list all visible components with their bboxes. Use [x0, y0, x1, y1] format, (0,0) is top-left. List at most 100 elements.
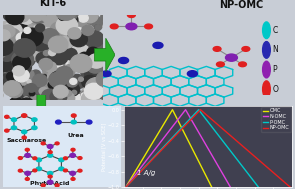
Circle shape [58, 41, 70, 51]
Circle shape [41, 142, 45, 145]
OMC [210, 186, 214, 188]
Circle shape [35, 34, 45, 43]
OMC [143, 155, 146, 157]
NP-OMC [124, 186, 127, 188]
Circle shape [93, 88, 99, 93]
P-OMC [204, 117, 207, 120]
Circle shape [68, 31, 75, 37]
Circle shape [68, 28, 81, 39]
Circle shape [47, 180, 53, 184]
Circle shape [9, 17, 14, 21]
Circle shape [87, 89, 107, 107]
Circle shape [50, 22, 67, 36]
Circle shape [58, 89, 72, 100]
Circle shape [22, 28, 43, 46]
Circle shape [17, 13, 26, 21]
Circle shape [87, 59, 104, 73]
Circle shape [75, 12, 82, 18]
Circle shape [263, 61, 270, 78]
Circle shape [32, 118, 37, 122]
Circle shape [26, 30, 45, 46]
Circle shape [81, 45, 94, 55]
Circle shape [263, 42, 270, 58]
Circle shape [30, 32, 37, 38]
Circle shape [58, 74, 76, 90]
Circle shape [95, 25, 101, 30]
Circle shape [61, 93, 75, 104]
Circle shape [8, 56, 18, 65]
Circle shape [42, 64, 53, 73]
Circle shape [82, 75, 98, 89]
OMC [151, 142, 154, 144]
Text: KIT-6: KIT-6 [40, 0, 67, 8]
NP-OMC [226, 132, 230, 134]
Circle shape [50, 20, 71, 38]
Circle shape [8, 43, 14, 48]
Circle shape [81, 88, 96, 100]
Y-axis label: Potential [V vs SCE]: Potential [V vs SCE] [101, 122, 106, 171]
Circle shape [20, 74, 35, 86]
Circle shape [71, 178, 75, 180]
Circle shape [102, 71, 111, 77]
Circle shape [213, 47, 221, 51]
Circle shape [42, 70, 62, 87]
Circle shape [89, 96, 108, 112]
Circle shape [50, 72, 65, 84]
Circle shape [9, 9, 19, 16]
Circle shape [40, 55, 45, 59]
Circle shape [92, 84, 106, 96]
Circle shape [60, 28, 68, 35]
Circle shape [36, 38, 42, 43]
Circle shape [55, 120, 61, 124]
Circle shape [67, 58, 78, 67]
Circle shape [32, 126, 37, 130]
Circle shape [101, 12, 113, 22]
Circle shape [68, 33, 73, 38]
Circle shape [73, 81, 77, 84]
Circle shape [71, 15, 80, 23]
Circle shape [22, 69, 34, 80]
Circle shape [56, 64, 60, 67]
OMC [183, 132, 186, 134]
Circle shape [63, 169, 68, 172]
Circle shape [25, 148, 29, 151]
Circle shape [86, 95, 99, 107]
Circle shape [42, 63, 56, 74]
Circle shape [217, 62, 224, 67]
OMC [196, 159, 200, 161]
Circle shape [78, 53, 98, 70]
Circle shape [88, 94, 107, 111]
Circle shape [11, 24, 32, 42]
Circle shape [50, 90, 67, 104]
Circle shape [61, 17, 76, 30]
Circle shape [47, 93, 65, 108]
Circle shape [59, 35, 74, 48]
Circle shape [19, 98, 34, 110]
Circle shape [47, 171, 53, 175]
P-OMC [165, 142, 169, 144]
Circle shape [70, 171, 76, 175]
Circle shape [55, 29, 73, 45]
Circle shape [86, 78, 108, 96]
Circle shape [23, 94, 45, 113]
Circle shape [85, 65, 105, 82]
Circle shape [44, 57, 58, 68]
Circle shape [95, 83, 111, 97]
Circle shape [13, 88, 18, 92]
Circle shape [18, 169, 22, 172]
Circle shape [19, 12, 34, 24]
Circle shape [7, 84, 23, 98]
Circle shape [0, 28, 9, 39]
OMC [175, 117, 179, 120]
Circle shape [53, 85, 68, 98]
P-OMC [257, 186, 260, 188]
Circle shape [71, 31, 79, 39]
Circle shape [40, 47, 50, 56]
Circle shape [40, 86, 58, 102]
Circle shape [38, 39, 52, 51]
Circle shape [70, 32, 87, 47]
Circle shape [99, 74, 112, 84]
Circle shape [33, 31, 37, 34]
Circle shape [41, 184, 45, 187]
Circle shape [33, 24, 50, 38]
